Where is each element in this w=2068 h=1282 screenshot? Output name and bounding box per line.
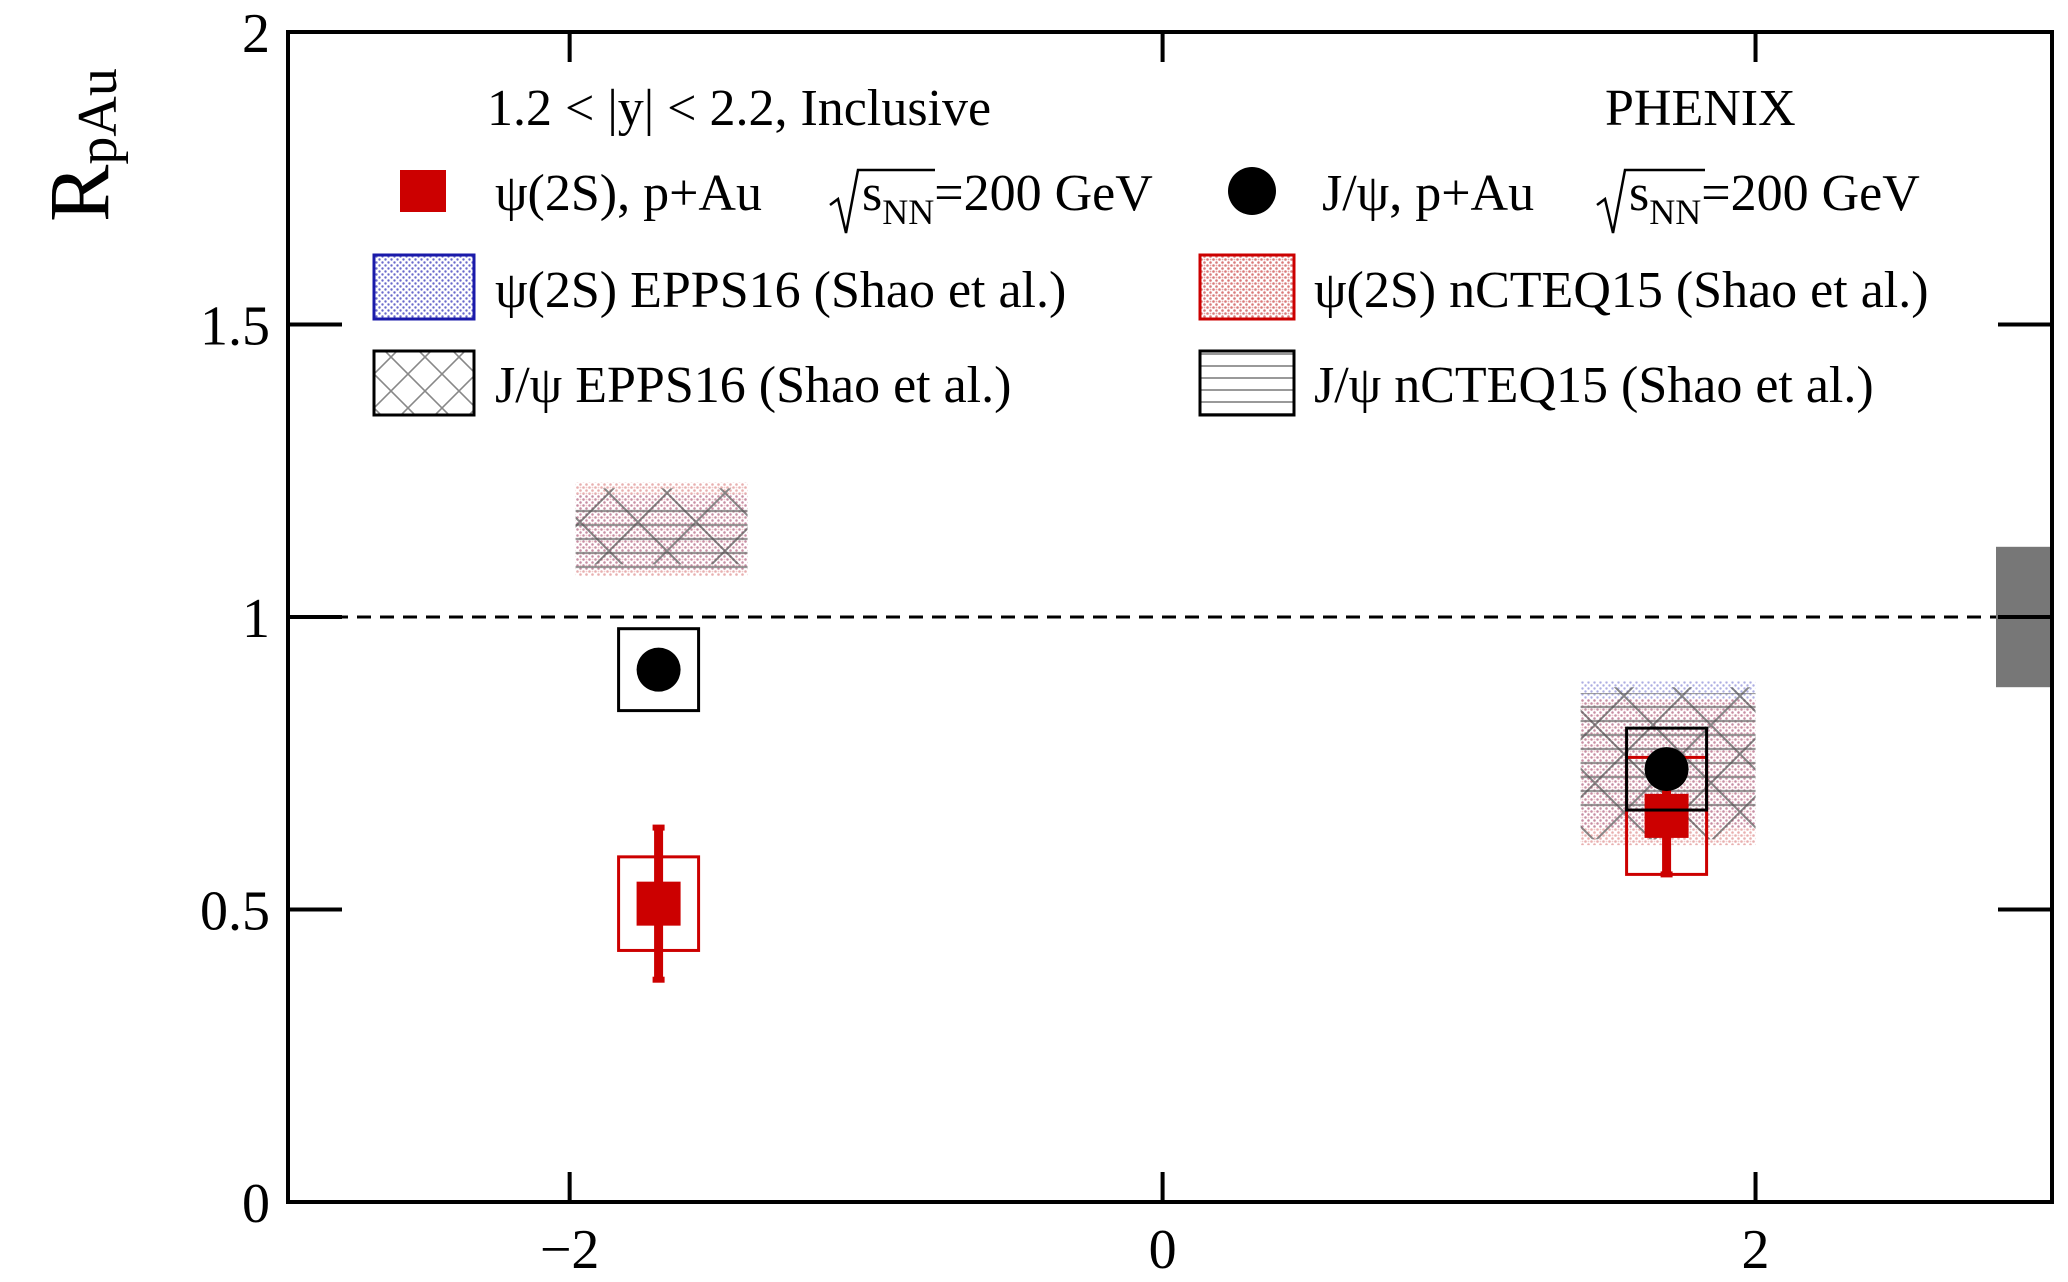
x-tick-label-1: 0 [1149,1219,1177,1281]
marker-jpsi-0 [636,647,681,692]
marker-psi2s-1 [1644,793,1689,838]
legend-psi2s-energy: sNN=200 GeV [829,165,1153,234]
y-axis-title-main: R [31,164,127,222]
energy-s: s [862,165,882,222]
x-tick-label-2: 2 [1742,1219,1770,1281]
y-axis-title-sub: pAu [67,68,129,164]
legend-jpsi-data-label: J/ψ, p+Au [1322,165,1534,222]
legend-jpsi-ncteq15-swatch [1198,349,1296,417]
legend: 1.2 < |y| < 2.2, Inclusive PHENIX ψ(2S),… [372,80,1929,417]
energy-sub: NN [1649,192,1701,232]
legend-jpsi-ncteq15-label: J/ψ nCTEQ15 (Shao et al.) [1314,357,1874,414]
y-tick-label-1: 0.5 [200,881,270,943]
y-tick-label-3: 1.5 [200,296,270,358]
legend-jpsi-epps16-label: J/ψ EPPS16 (Shao et al.) [495,357,1011,414]
svg-text:sNN=200 GeV: sNN=200 GeV [862,165,1153,232]
sqrt-sign-icon [829,168,935,234]
legend-jpsi-energy: sNN=200 GeV [1596,165,1920,234]
energy-value: =200 GeV [1701,165,1920,222]
sys-box-jpsi-0 [617,627,701,713]
legend-psi2s-epps16-label: ψ(2S) EPPS16 (Shao et al.) [495,262,1066,319]
legend-header-experiment: PHENIX [1605,80,1796,137]
y-axis-title: RpAu [31,68,129,222]
x-tick-label-0: −2 [540,1219,600,1281]
legend-jpsi-epps16-swatch [372,349,476,417]
sys-box-jpsi-1 [1625,726,1709,812]
y-tick-label-4: 2 [242,3,270,65]
legend-jpsi-marker [1228,167,1276,215]
svg-text:RpAu: RpAu [31,68,129,222]
energy-value: =200 GeV [934,165,1153,222]
marker-jpsi-1 [1644,747,1689,792]
sqrt-sign-icon [1596,168,1705,234]
legend-header-selection: 1.2 < |y| < 2.2, Inclusive [487,80,991,137]
legend-psi2s-ncteq15-swatch [1198,253,1296,321]
legend-psi2s-ncteq15-label: ψ(2S) nCTEQ15 (Shao et al.) [1314,262,1929,319]
axis-ticks: −2 0 2 0 0.5 1 1.5 2 [200,3,2052,1281]
data-points [617,627,1709,983]
y-tick-label-2: 1 [242,588,270,650]
model-bands [575,482,1756,846]
energy-s: s [1629,165,1649,222]
legend-psi2s-data-label: ψ(2S), p+Au [495,165,762,222]
svg-text:sNN=200 GeV: sNN=200 GeV [1629,165,1920,232]
legend-psi2s-marker [400,170,446,212]
model-band-cross-hatch-0 [575,488,748,565]
energy-sub: NN [882,192,934,232]
marker-psi2s-0 [636,881,681,926]
legend-psi2s-epps16-swatch [372,253,476,321]
y-tick-label-0: 0 [242,1173,270,1235]
